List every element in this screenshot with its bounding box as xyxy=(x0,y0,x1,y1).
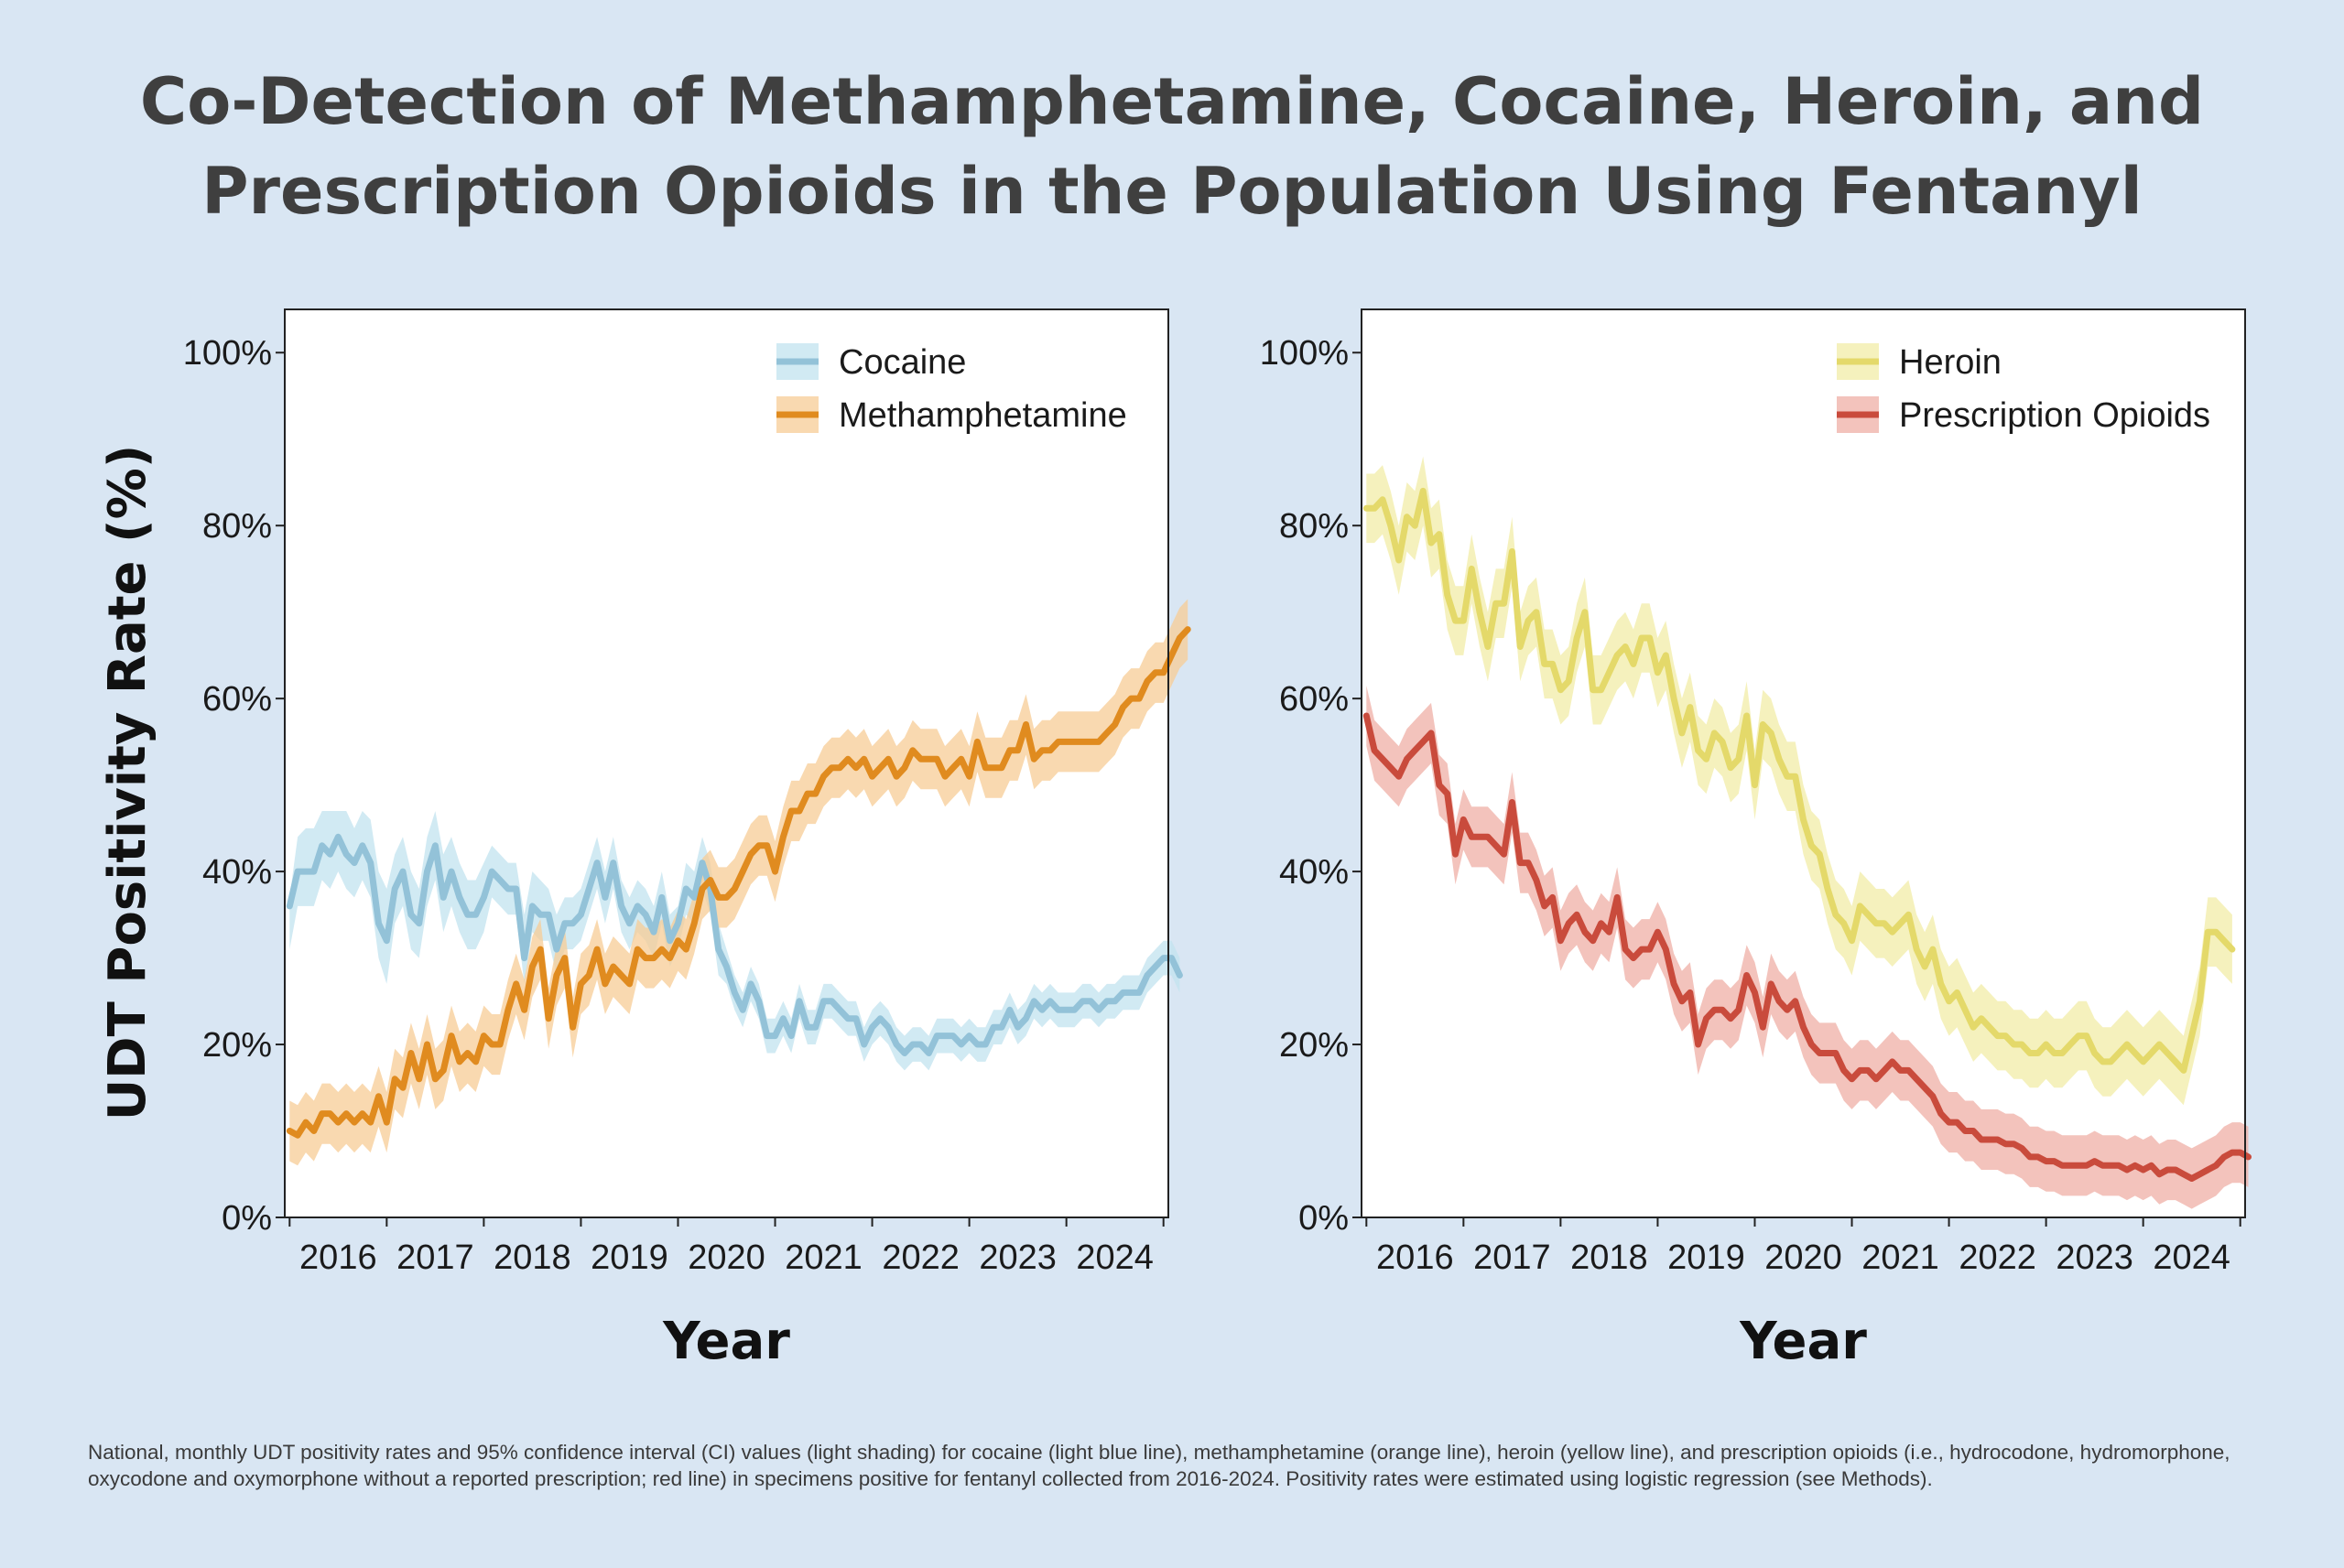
y-tick-label: 0% xyxy=(222,1199,272,1238)
plot-frame xyxy=(284,308,1169,1218)
y-tick-label: 40% xyxy=(202,853,272,892)
y-tick-label: 60% xyxy=(202,680,272,719)
y-tick-label: 20% xyxy=(1279,1026,1349,1065)
series-line-methamphetamine xyxy=(286,626,1191,1139)
ci-band-prescription-opioids xyxy=(1366,686,2249,1209)
legend: Heroin Prescription Opioids xyxy=(1837,343,2210,435)
x-tick-label: 2020 xyxy=(688,1238,765,1277)
y-axis-title-group: UDT Positivity Rate (%) xyxy=(98,445,157,1121)
x-tick-label: 2018 xyxy=(494,1238,571,1277)
series-line-heroin xyxy=(1362,487,2236,1074)
x-tick-label: 2018 xyxy=(1570,1238,1648,1277)
x-tick-label: 2023 xyxy=(979,1238,1057,1277)
x-tick-label: 2019 xyxy=(591,1238,668,1277)
legend-label: Prescription Opioids xyxy=(1899,396,2210,435)
series-line-prescription-opioids xyxy=(1362,712,2252,1182)
x-tick-label: 2022 xyxy=(1959,1238,2036,1277)
series-line-cocaine xyxy=(286,833,1183,1056)
y-axis-title: UDT Positivity Rate (%) xyxy=(98,445,157,1121)
right-panel: 0% 20% 40% 60% 80% 100% 2016 2017 2018 2019 2020 20… xyxy=(1260,308,2252,1371)
y-tick-label: 80% xyxy=(202,507,272,546)
ci-band-cocaine xyxy=(289,811,1180,1071)
x-tick-label: 2023 xyxy=(2056,1238,2133,1277)
x-axis-title: Year xyxy=(662,1312,790,1371)
x-tick-label: 2024 xyxy=(2153,1238,2230,1277)
x-tick-label: 2017 xyxy=(396,1238,474,1277)
x-tick-label: 2024 xyxy=(1076,1238,1154,1277)
left-panel: 0% 20% 40% 60% 80% 100% 2016 2017 2018 2019 2020 20… xyxy=(183,308,1191,1371)
plot-frame xyxy=(1361,308,2246,1218)
chart-title: Co-Detection of Methamphetamine, Cocaine… xyxy=(0,57,2344,236)
x-tick-label: 2017 xyxy=(1473,1238,1551,1277)
y-tick-label: 40% xyxy=(1279,853,1349,892)
y-tick-label: 80% xyxy=(1279,507,1349,546)
x-tick-label: 2019 xyxy=(1667,1238,1745,1277)
legend-label: Cocaine xyxy=(839,343,966,382)
chart-title-line-1: Co-Detection of Methamphetamine, Cocaine… xyxy=(139,64,2205,139)
figure-caption: National, monthly UDT positivity rates a… xyxy=(88,1441,2230,1490)
x-tick-label: 2021 xyxy=(785,1238,863,1277)
y-tick-label: 100% xyxy=(183,334,272,373)
chart-title-line-2: Prescription Opioids in the Population U… xyxy=(201,154,2143,229)
x-tick-label: 2022 xyxy=(882,1238,960,1277)
y-tick-label: 20% xyxy=(202,1026,272,1065)
legend-label: Methamphetamine xyxy=(839,396,1127,435)
legend-label: Heroin xyxy=(1899,343,2002,382)
x-tick-label: 2016 xyxy=(299,1238,377,1277)
y-tick-label: 60% xyxy=(1279,680,1349,719)
legend: Cocaine Methamphetamine xyxy=(776,343,1127,435)
x-axis-title: Year xyxy=(1739,1312,1867,1371)
x-tick-label: 2020 xyxy=(1764,1238,1842,1277)
y-tick-label: 0% xyxy=(1298,1199,1349,1238)
x-tick-label: 2021 xyxy=(1861,1238,1939,1277)
x-tick-label: 2016 xyxy=(1376,1238,1454,1277)
y-tick-label: 100% xyxy=(1260,334,1349,373)
